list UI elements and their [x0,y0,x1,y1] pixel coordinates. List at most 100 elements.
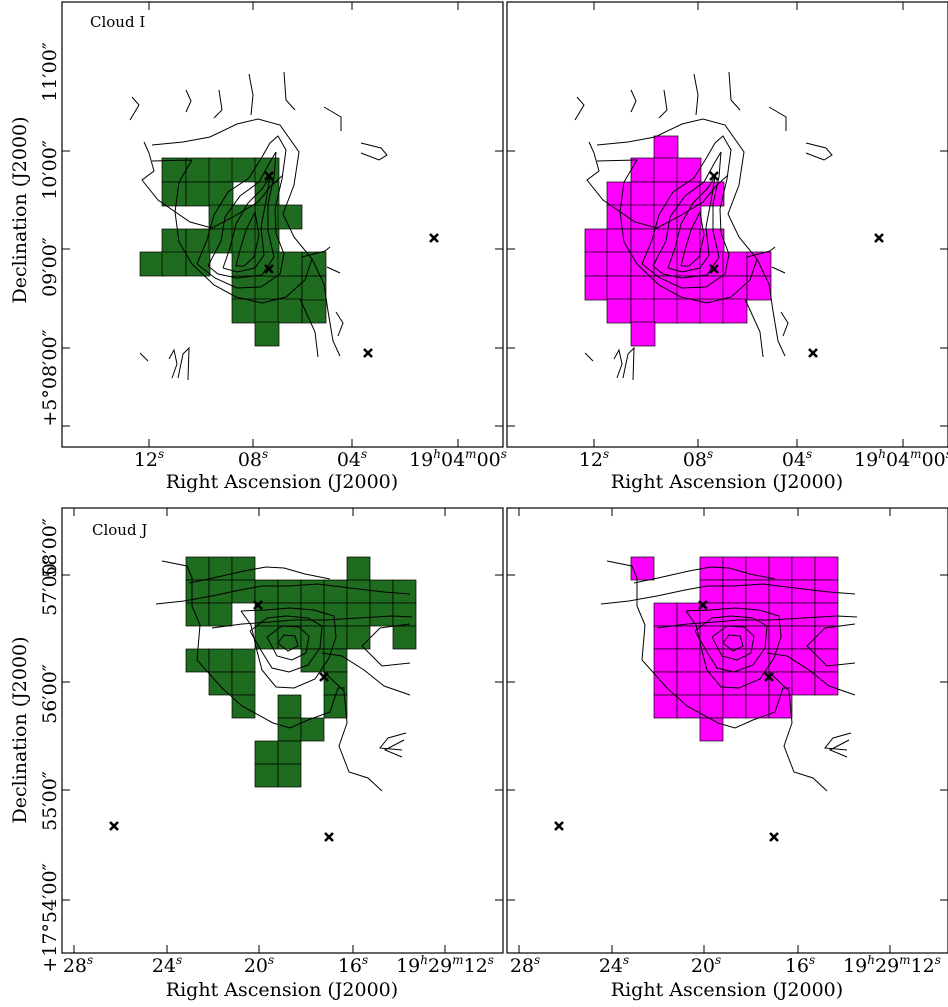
magenta-pixel [653,251,679,277]
green-pixel [254,740,279,765]
contour-line [185,89,192,113]
contour-line [828,739,850,758]
green-pixel [208,181,234,207]
magenta-pixel [722,579,747,604]
panel-4-frame [506,507,948,954]
green-pixel [346,579,371,604]
green-pixel [231,228,257,254]
green-pixel [161,251,187,277]
magenta-pixel [630,157,656,183]
magenta-pixel [584,275,610,301]
magenta-pixel [699,579,724,604]
magenta-pixel [699,717,724,742]
x-tick-label: 04s [337,447,367,471]
magenta-pixel [630,275,656,301]
contour-line [756,258,786,357]
contour-line [383,739,405,758]
contour-line [658,89,668,119]
source-marker [764,672,774,682]
green-pixel [369,602,394,627]
x-tick-label: 19h29m12s [843,953,941,977]
contour-line [326,266,341,274]
y-tick-label: +17°54′00″ [39,863,61,972]
contour-line [168,348,178,379]
x-tick-label: 16s [338,953,368,977]
magenta-pixel [814,556,839,581]
green-pixel [323,579,348,604]
contour-line [301,246,331,258]
source-marker [709,171,719,181]
contour-line [299,298,319,358]
contour-line [824,732,852,751]
green-pixel [346,602,371,627]
magenta-pixel [722,694,747,719]
panel-3-title: Cloud J [92,521,147,539]
green-pixel [392,579,417,604]
x-tick-label: 08s [683,447,713,471]
contour-line [806,623,856,667]
magenta-pixel [653,204,679,230]
x-tick-label: 19h04m00s [854,447,948,471]
magenta-pixel [630,228,656,254]
contour-line [722,634,744,652]
x-tick-label: 12s [134,447,164,471]
x-axis-label-4: Right Ascension (J2000) [611,979,843,1001]
contour-line [177,346,190,381]
green-pixel [254,298,280,324]
y-axis-label-3: Declination (J2000) [9,636,31,823]
magenta-pixel [791,648,816,673]
magenta-pixel [814,648,839,673]
magenta-pixel [630,181,656,207]
magenta-pixel [584,251,610,277]
green-pixel [185,251,211,277]
green-pixel [185,228,211,254]
green-pixel [208,157,234,183]
magenta-pixel [791,625,816,650]
y-tick-label: 58′00″ [39,518,61,578]
magenta-pixel [630,556,655,581]
contour-line [141,141,284,229]
y-tick-label: 55′00″ [39,771,61,831]
green-pixel [185,157,211,183]
green-pixel [231,579,256,604]
contour-line [652,151,722,279]
x-tick-label: 08s [238,447,268,471]
y-tick-label: +5°08′00″ [39,329,61,426]
source-marker [253,600,263,610]
contour-line [586,141,729,229]
magenta-pixel [676,298,702,324]
green-pixel [277,251,303,277]
contour-line [129,96,140,121]
magenta-pixel [768,579,793,604]
x-tick-label: 24s [152,953,182,977]
magenta-pixel [722,298,748,324]
contour-line [680,210,705,267]
contour-line [711,625,755,661]
contour-line [768,106,787,131]
magenta-pixel [584,228,610,254]
contours [129,71,858,792]
contour-line [323,106,342,131]
green-pixel [346,625,371,650]
magenta-pixel [746,275,772,301]
source-marker [698,600,708,610]
magenta-pixel [606,251,632,277]
green-pixel [254,579,279,604]
y-axis-label-1: Declination (J2000) [9,116,31,303]
contour-line [360,142,388,161]
magenta-pixel [745,648,770,673]
source-markers [109,171,884,842]
magenta-pixel [653,671,678,696]
magenta-pixel [722,671,747,696]
green-pixel [185,602,210,627]
magenta-pixel [722,602,747,627]
contour-line [311,258,341,357]
magenta-pixel [814,602,839,627]
panel-3-frame [61,507,504,954]
magenta-pixel [630,298,656,324]
x-tick-label: 04s [782,447,812,471]
magenta-pixel [676,648,701,673]
contour-line [266,625,310,661]
contour-line [633,566,776,584]
contour-line [780,311,789,337]
